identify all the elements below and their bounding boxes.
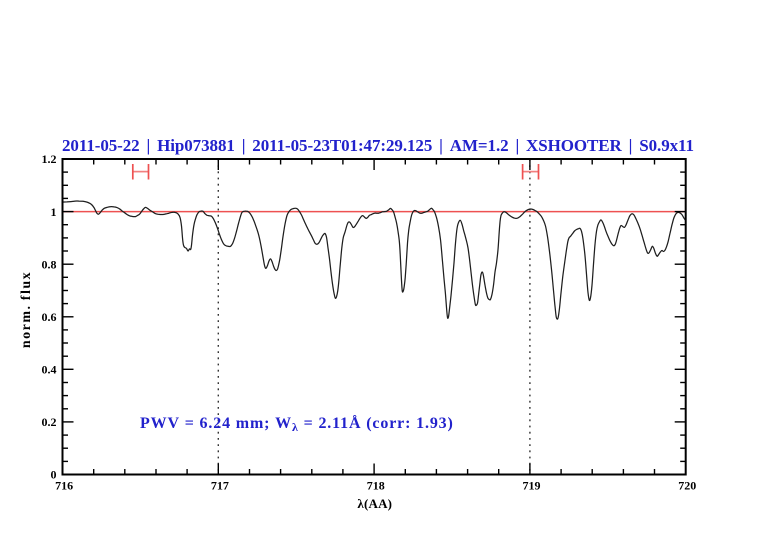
svg-text:1.2: 1.2 xyxy=(42,152,57,166)
svg-text:718: 718 xyxy=(367,479,385,493)
svg-text:0.2: 0.2 xyxy=(42,415,57,429)
svg-text:PWV = 6.24 mm; Wλ = 2.11Å (cor: PWV = 6.24 mm; Wλ = 2.11Å (corr: 1.93) xyxy=(140,414,454,434)
svg-text:0.6: 0.6 xyxy=(42,310,57,324)
svg-text:0: 0 xyxy=(51,468,57,482)
svg-text:1: 1 xyxy=(51,205,57,219)
svg-text:norm. flux: norm. flux xyxy=(19,271,34,348)
svg-text:0.8: 0.8 xyxy=(42,257,57,271)
svg-text:720: 720 xyxy=(678,479,696,493)
svg-text:λ(AA): λ(AA) xyxy=(357,496,392,511)
svg-text:716: 716 xyxy=(55,479,73,493)
svg-text:2011-05-22 | Hip073881 | 2: 2011-05-22 | Hip073881 | 2011-05-23T01:4… xyxy=(62,136,694,155)
svg-text:717: 717 xyxy=(211,479,229,493)
svg-text:719: 719 xyxy=(523,479,541,493)
svg-text:0.4: 0.4 xyxy=(42,363,57,377)
